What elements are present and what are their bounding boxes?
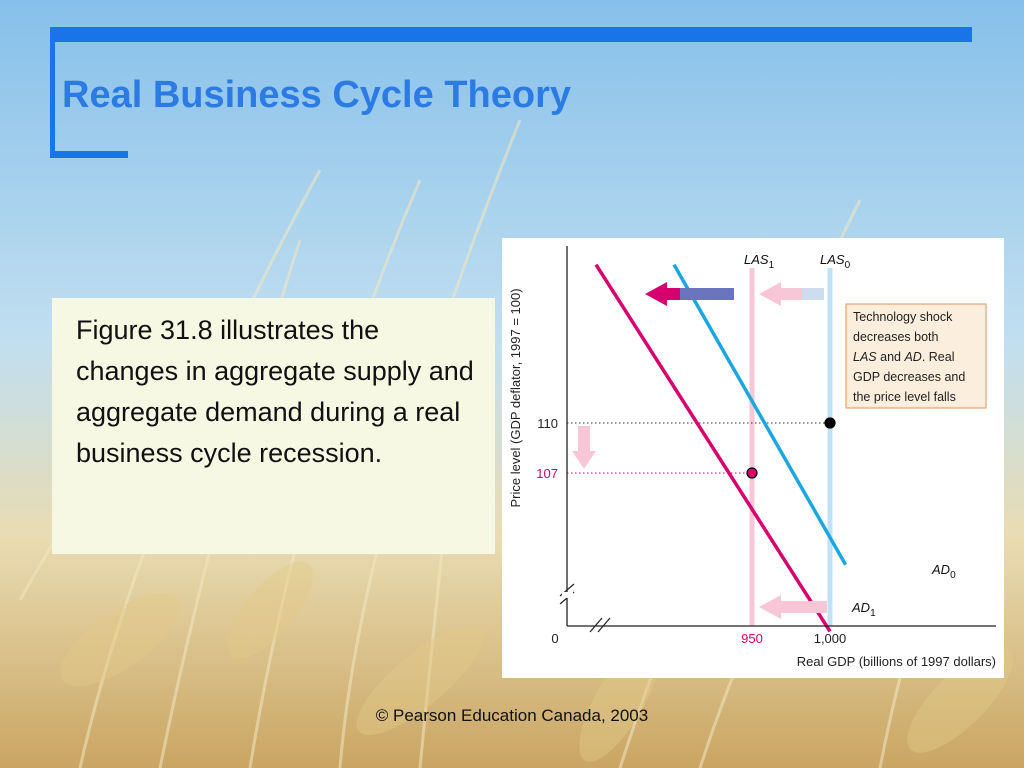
y-tick-label-110: 110 [537, 416, 558, 431]
arrow-las-shift-bottom [759, 595, 827, 619]
series-line-ad1 [594, 263, 832, 633]
rbc-chart: 110 107 0 950 1,000 Real GDP (billions of 199… [508, 246, 996, 669]
body-text: Figure 31.8 illustrates the changes in a… [76, 315, 474, 468]
series-label-las0: LAS0 [820, 252, 851, 271]
series-line-ad0 [672, 263, 848, 566]
annotation-line-1: decreases both [853, 330, 939, 344]
title-accent-bar [50, 27, 972, 42]
body-text-box: Figure 31.8 illustrates the changes in a… [52, 298, 495, 554]
annotation-box [845, 303, 987, 409]
x-tick-label-1000: 1,000 [814, 631, 847, 646]
x-axis-title: Real GDP (billions of 1997 dollars) [797, 654, 996, 669]
origin-label: 0 [551, 631, 558, 646]
figure-panel: 110 107 0 950 1,000 Real GDP (billions of 199… [502, 238, 1004, 678]
x-axis-break [589, 617, 611, 633]
y-axis-title: Price level (GDP deflator, 1997 = 100) [508, 288, 523, 507]
annotation-line-2: LAS and AD. Real [853, 350, 954, 364]
arrow-las-shift-top-tail [802, 288, 824, 300]
data-point-0 [824, 417, 836, 429]
series-label-ad0: AD0 [931, 562, 956, 581]
arrow-price-fall [572, 426, 596, 469]
title-accent-foot [50, 151, 128, 158]
annotation-line-0: Technology shock [853, 310, 953, 324]
slide-title: Real Business Cycle Theory [62, 74, 571, 116]
copyright-footer: © Pearson Education Canada, 2003 [375, 706, 649, 725]
annotation-line-4: the price level falls [853, 390, 956, 404]
x-tick-label-950: 950 [741, 631, 763, 646]
y-tick-label-107: 107 [536, 466, 558, 481]
annotation-line-3: GDP decreases and [853, 370, 965, 384]
series-label-las1: LAS1 [744, 252, 775, 271]
series-label-ad1: AD1 [851, 600, 876, 619]
arrow-demand-shift-tail [680, 288, 734, 300]
y-axis-break-gap [562, 592, 573, 598]
title-accent-vertical [50, 27, 55, 158]
data-point-1 [746, 467, 758, 479]
